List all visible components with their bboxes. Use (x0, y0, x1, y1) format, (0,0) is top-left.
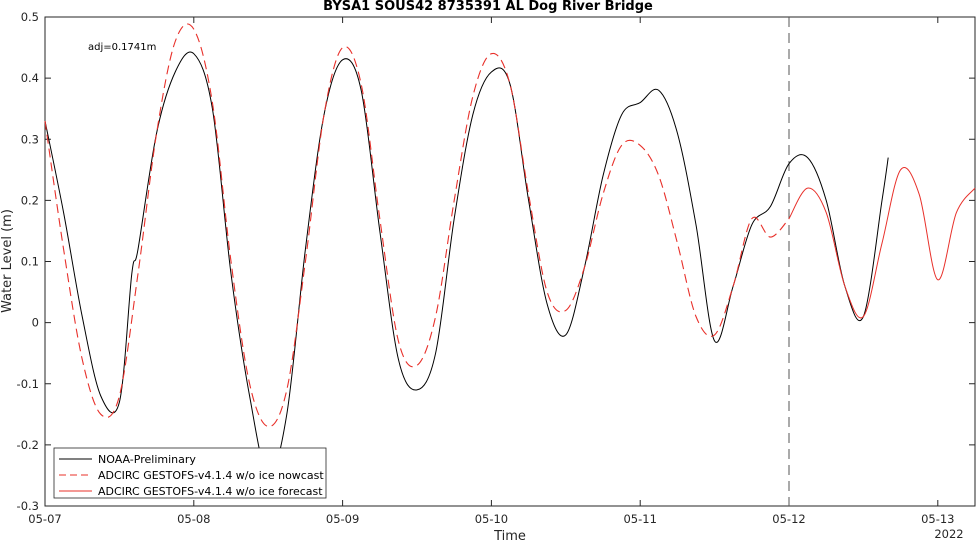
series-layer (44, 23, 976, 476)
x-tick-label: 05-10 (475, 512, 508, 526)
legend-label: NOAA-Preliminary (98, 453, 196, 466)
x-tick-label: 05-13 (921, 512, 954, 526)
legend-box (53, 447, 327, 499)
x-axis: 05-07 05-08 05-09 05-10 05-11 05-12 05-13 (28, 17, 955, 526)
year-label: 2022 (934, 527, 963, 541)
x-tick-label: 05-09 (326, 512, 359, 526)
y-tick-label: -0.2 (17, 438, 39, 452)
x-tick-label: 05-12 (772, 512, 805, 526)
x-tick-label: 05-07 (28, 512, 61, 526)
y-tick-label: 0 (32, 316, 39, 330)
y-axis-label: Water Level (m) (0, 209, 15, 313)
adjustment-annotation: adj=0.1741m (88, 42, 156, 53)
legend-label: ADCIRC GESTOFS-v4.1.4 w/o ice forecast (98, 485, 323, 498)
y-tick-label: 0.5 (21, 10, 39, 24)
legend-label: ADCIRC GESTOFS-v4.1.4 w/o ice nowcast (98, 469, 324, 482)
chart-title: BYSA1 SOUS42 8735391 AL Dog River Bridge (323, 0, 653, 14)
x-tick-label: 05-11 (623, 512, 656, 526)
y-tick-label: 0.2 (21, 193, 39, 207)
y-tick-label: 0.1 (21, 255, 39, 269)
y-tick-label: 0.4 (21, 71, 39, 85)
noaa-preliminary-line (44, 51, 889, 476)
x-tick-label: 05-08 (177, 512, 210, 526)
y-tick-label: 0.3 (21, 132, 39, 146)
y-tick-label: -0.3 (17, 499, 39, 513)
nowcast-line (44, 23, 790, 428)
x-axis-label: Time (493, 529, 526, 541)
y-tick-label: -0.1 (17, 377, 39, 391)
y-axis: -0.3 -0.2 -0.1 0 0.1 0.2 0.3 0.4 0.5 (17, 10, 975, 513)
legend: NOAA-Preliminary ADCIRC GESTOFS-v4.1.4 w/… (53, 447, 327, 499)
plot-area (44, 16, 976, 507)
forecast-line (788, 167, 976, 319)
